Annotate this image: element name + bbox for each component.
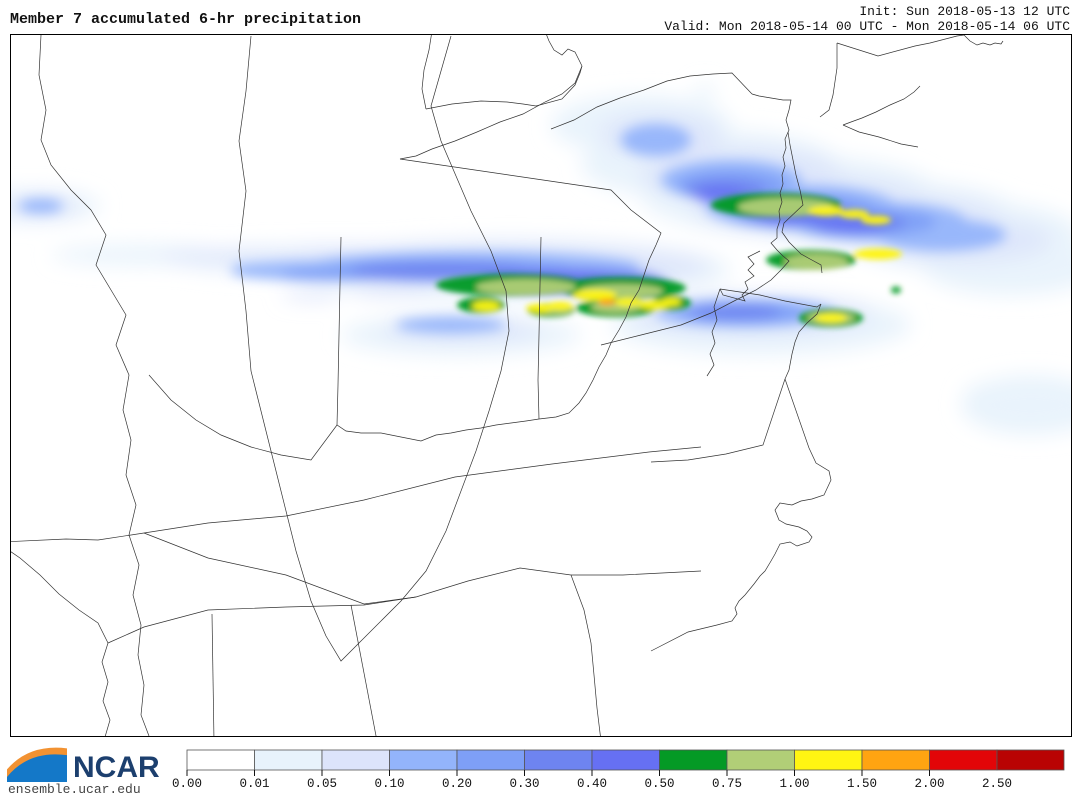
svg-text:0.10: 0.10	[374, 777, 404, 788]
svg-text:1.50: 1.50	[847, 777, 877, 788]
svg-text:0.00: 0.00	[172, 777, 202, 788]
svg-text:0.20: 0.20	[442, 777, 472, 788]
svg-text:0.05: 0.05	[307, 777, 337, 788]
svg-text:2.00: 2.00	[914, 777, 944, 788]
svg-text:0.50: 0.50	[644, 777, 674, 788]
svg-text:0.01: 0.01	[239, 777, 269, 788]
svg-text:0.30: 0.30	[509, 777, 539, 788]
svg-text:0.40: 0.40	[577, 777, 607, 788]
svg-text:0.75: 0.75	[712, 777, 742, 788]
svg-text:2.50: 2.50	[982, 777, 1012, 788]
svg-text:1.00: 1.00	[779, 777, 809, 788]
